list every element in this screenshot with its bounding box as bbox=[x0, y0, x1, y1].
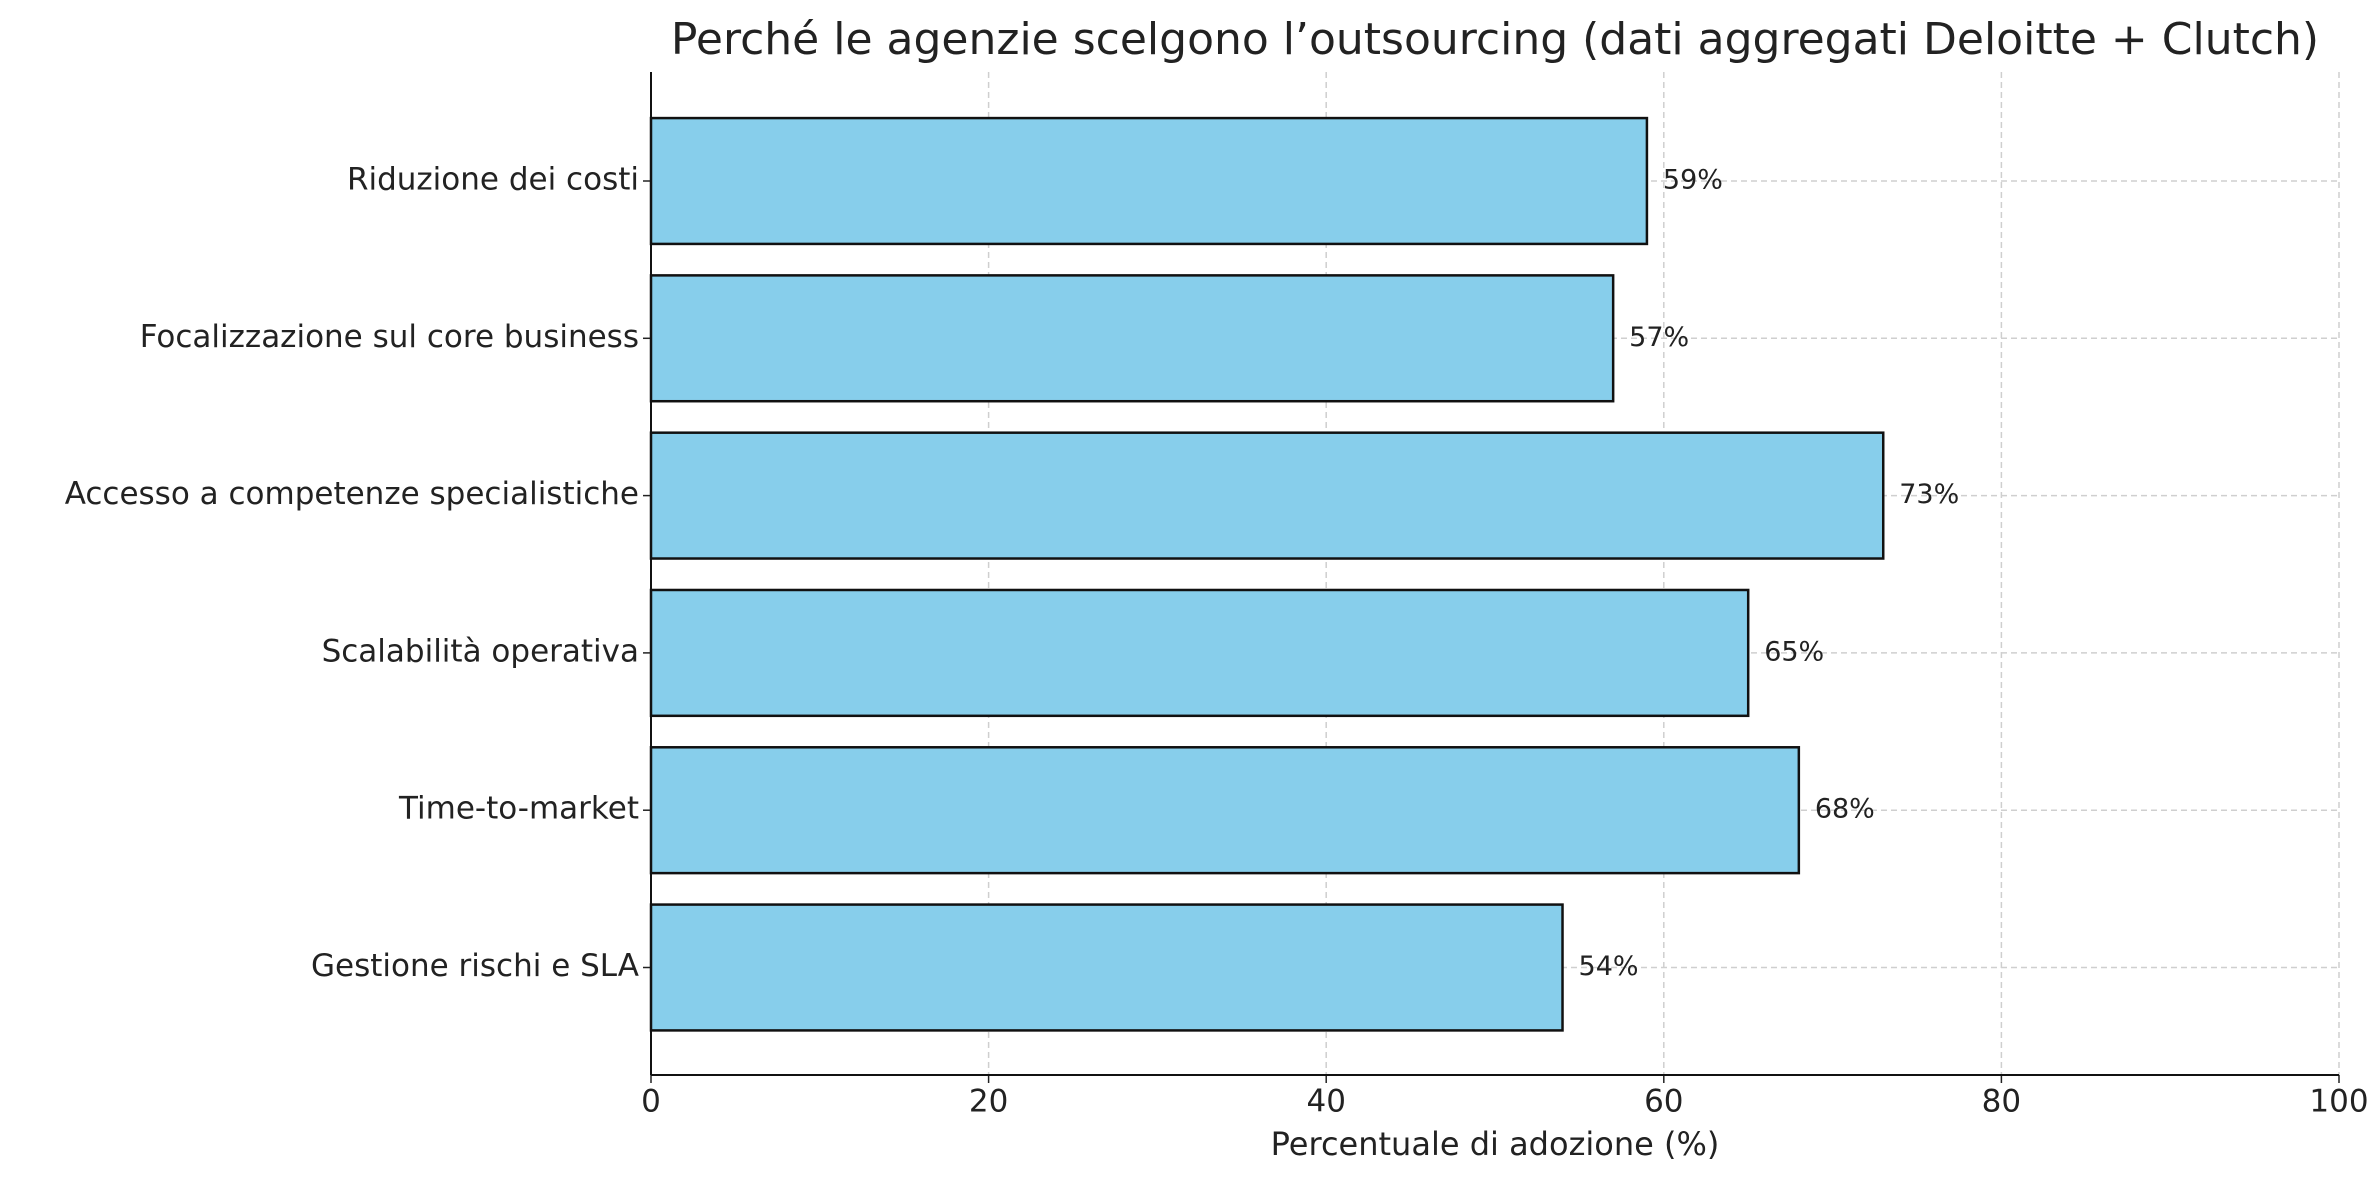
value-label: 59% bbox=[1663, 165, 1723, 196]
x-tick-label: 80 bbox=[1982, 1084, 2021, 1120]
value-label: 73% bbox=[1899, 479, 1959, 510]
x-tick-label: 60 bbox=[1644, 1084, 1683, 1120]
y-tick-label: Accesso a competenze specialistiche bbox=[65, 476, 639, 512]
bar bbox=[649, 116, 1649, 246]
y-tick-label: Time-to-market bbox=[398, 791, 639, 827]
value-label: 65% bbox=[1764, 636, 1824, 667]
value-label: 54% bbox=[1579, 951, 1639, 982]
x-axis-label: Percentuale di adozione (%) bbox=[1271, 1125, 1720, 1163]
bar bbox=[649, 431, 1885, 560]
x-tick-label: 100 bbox=[2309, 1084, 2368, 1120]
bar bbox=[649, 746, 1801, 875]
bar bbox=[649, 588, 1750, 718]
value-label: 68% bbox=[1815, 794, 1875, 825]
y-tick-label: Scalabilità operativa bbox=[322, 633, 639, 669]
y-tick-label: Focalizzazione sul core business bbox=[140, 319, 639, 355]
bar bbox=[649, 274, 1615, 403]
x-tick-label: 20 bbox=[969, 1084, 1008, 1120]
x-tick-label: 0 bbox=[641, 1084, 661, 1120]
value-label: 57% bbox=[1629, 322, 1689, 353]
x-tick-label: 40 bbox=[1306, 1084, 1345, 1120]
chart-title: Perché le agenzie scelgono l’outsourcing… bbox=[671, 14, 2319, 65]
y-tick-label: Gestione rischi e SLA bbox=[311, 948, 639, 984]
bar bbox=[649, 903, 1564, 1032]
y-tick-label: Riduzione dei costi bbox=[347, 162, 639, 198]
